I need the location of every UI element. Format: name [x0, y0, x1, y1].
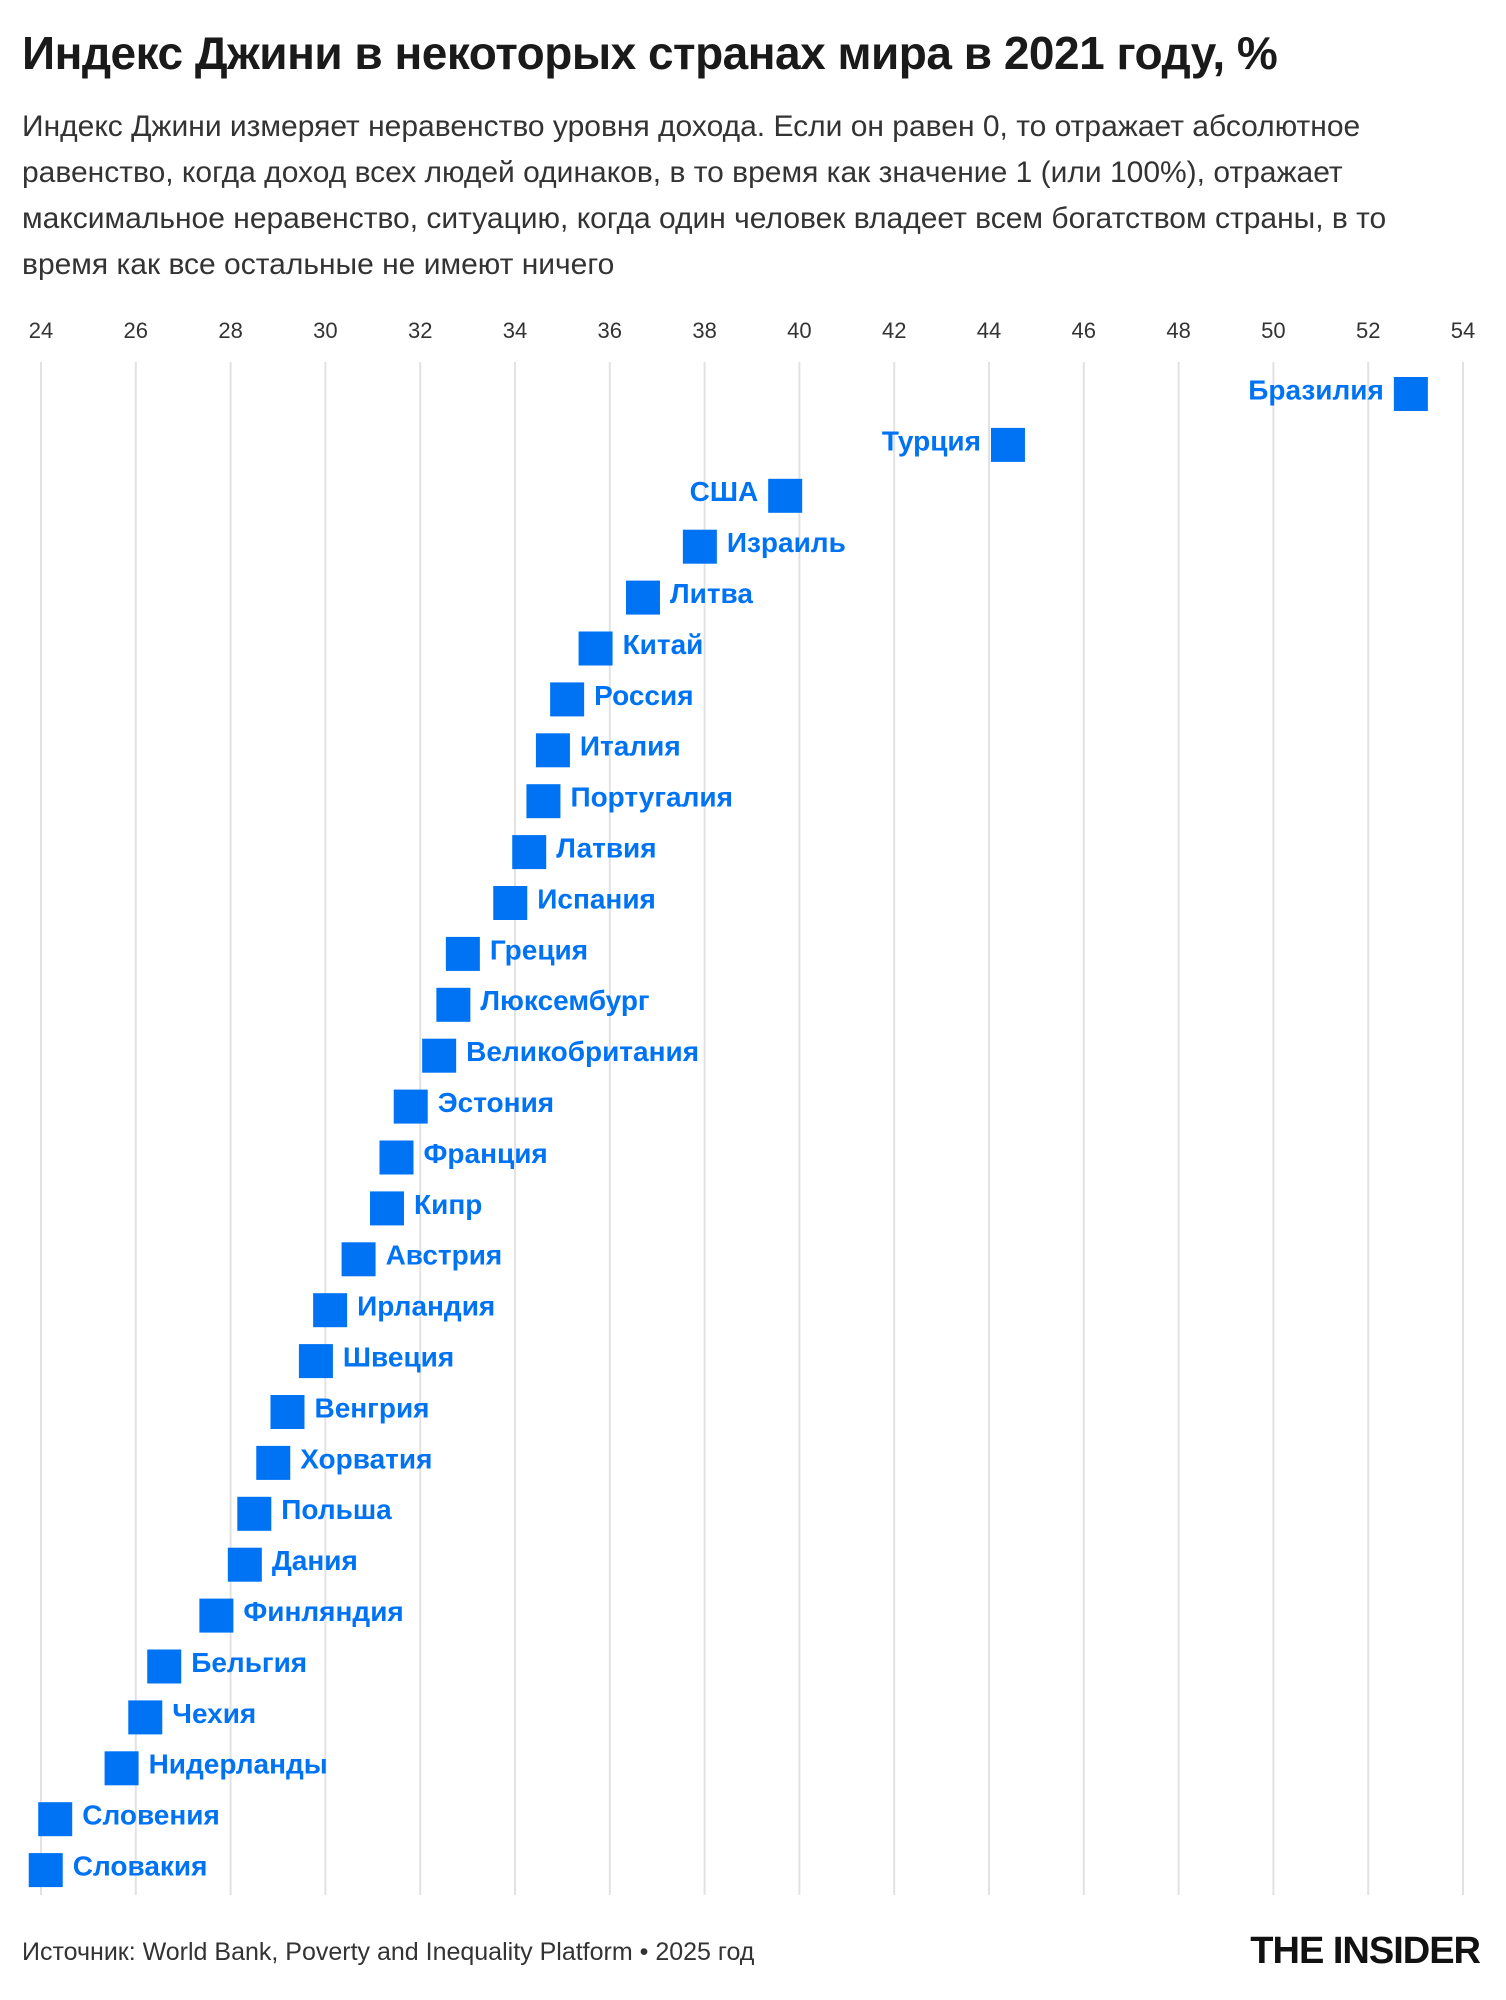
data-label: Финляндия — [243, 1596, 403, 1627]
chart-title: Индекс Джини в некоторых странах мира в … — [22, 27, 1278, 79]
dot — [128, 1700, 163, 1735]
data-label: Венгрия — [314, 1392, 429, 1423]
x-tick-label: 24 — [29, 318, 53, 343]
data-label: Франция — [424, 1138, 548, 1169]
dot — [370, 1191, 405, 1226]
data-label: Китай — [623, 629, 704, 660]
x-tick-label: 52 — [1356, 318, 1380, 343]
dot — [436, 987, 471, 1022]
x-tick-label: 34 — [503, 318, 527, 343]
x-tick-label: 36 — [598, 318, 622, 343]
data-label: Словения — [82, 1800, 220, 1831]
data-label: Нидерланды — [149, 1749, 328, 1780]
data-label: Австрия — [386, 1240, 503, 1271]
dot — [422, 1038, 457, 1073]
x-tick-label: 30 — [313, 318, 337, 343]
data-label: Эстония — [438, 1087, 554, 1118]
data-label: Великобритания — [466, 1036, 699, 1067]
dot — [28, 1853, 63, 1888]
data-label: Словакия — [73, 1850, 208, 1881]
data-label: Дания — [272, 1545, 358, 1576]
dot — [512, 835, 547, 870]
x-tick-label: 46 — [1072, 318, 1096, 343]
dot — [237, 1496, 272, 1531]
data-label: Швеция — [343, 1341, 454, 1372]
dot — [535, 733, 570, 768]
data-label: Люксембург — [480, 985, 649, 1016]
x-tick-label: 26 — [124, 318, 148, 343]
data-label: Ирландия — [357, 1291, 495, 1322]
x-tick-label: 40 — [787, 318, 811, 343]
dot — [38, 1802, 73, 1837]
dot — [298, 1344, 333, 1379]
x-tick-label: 42 — [882, 318, 906, 343]
data-label: Испания — [537, 883, 656, 914]
data-label: Греция — [490, 934, 588, 965]
data-label: Кипр — [414, 1189, 482, 1220]
data-label: Литва — [670, 578, 753, 609]
data-label: США — [690, 476, 759, 507]
data-label: Португалия — [570, 782, 733, 813]
data-label: Хорватия — [300, 1443, 432, 1474]
dot — [104, 1751, 139, 1786]
x-tick-label: 48 — [1166, 318, 1190, 343]
dot — [1393, 377, 1428, 411]
dot — [270, 1395, 305, 1429]
data-label: Турция — [882, 425, 981, 456]
data-label: Чехия — [172, 1698, 256, 1729]
dot — [445, 936, 480, 971]
data-label: Израиль — [727, 527, 846, 558]
dot — [990, 427, 1025, 462]
dot — [313, 1293, 348, 1328]
chart-subtitle: Индекс Джини измеряет неравенство уровня… — [22, 110, 1387, 281]
dot — [199, 1598, 234, 1633]
x-tick-label: 54 — [1451, 318, 1475, 343]
data-label: Италия — [580, 731, 681, 762]
dot — [393, 1089, 428, 1124]
dot — [625, 580, 660, 615]
logo: THE INSIDER — [1250, 1930, 1481, 1972]
data-label: Бразилия — [1248, 374, 1384, 405]
x-tick-label: 32 — [408, 318, 432, 343]
x-tick-label: 44 — [977, 318, 1001, 343]
x-tick-label: 50 — [1261, 318, 1285, 343]
data-label: Польша — [281, 1494, 392, 1525]
dot — [526, 784, 561, 819]
dot — [227, 1547, 262, 1582]
source: Источник: World Bank, Poverty and Inequa… — [22, 1938, 755, 1966]
data-label: Латвия — [556, 832, 656, 863]
dot — [256, 1445, 291, 1480]
x-tick-label: 28 — [218, 318, 242, 343]
x-tick-label: 38 — [692, 318, 716, 343]
dot — [493, 886, 528, 920]
dot — [379, 1140, 414, 1175]
dot — [147, 1649, 182, 1684]
dot — [341, 1242, 376, 1277]
dot — [682, 529, 717, 564]
data-label: Бельгия — [191, 1647, 307, 1678]
data-label: Россия — [594, 680, 693, 711]
dot — [578, 631, 613, 666]
dot — [550, 682, 585, 717]
dot — [768, 478, 803, 513]
